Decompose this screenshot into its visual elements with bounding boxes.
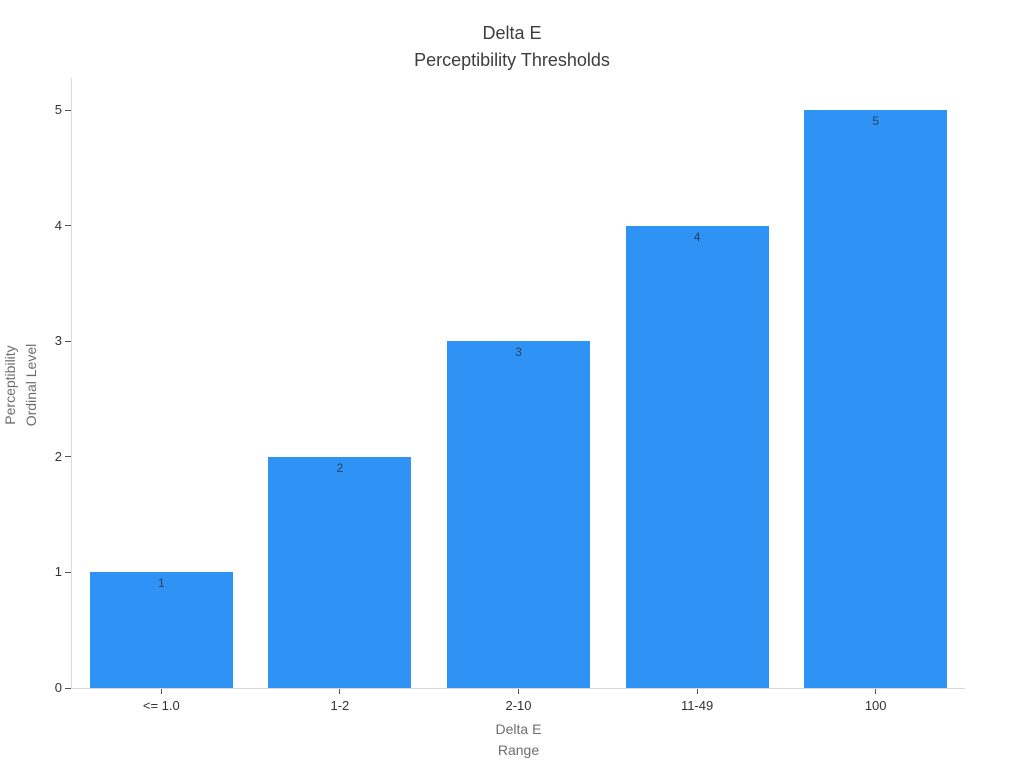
chart-title-line-2: Perceptibility Thresholds	[414, 50, 610, 70]
y-tick-label: 5	[54, 102, 62, 117]
x-tick-label: 100	[864, 698, 887, 713]
y-tick-mark	[65, 340, 71, 342]
x-axis-line	[71, 688, 965, 689]
y-tick-label: 3	[54, 333, 62, 349]
y-axis-line	[71, 78, 72, 689]
bar-value-label: 5	[872, 114, 880, 128]
y-tick-mark	[65, 456, 71, 458]
y-tick-mark	[65, 571, 71, 573]
bar-1[interactable]: 1	[89, 572, 233, 688]
x-axis-title-line-1: Delta E	[495, 721, 542, 737]
bar-4[interactable]: 4	[625, 225, 769, 688]
bar-value-label: 2	[336, 460, 344, 475]
y-tick-label: 4	[54, 217, 62, 233]
bar-5[interactable]: 5	[804, 110, 948, 688]
x-tick-mark	[875, 689, 877, 694]
x-tick-label: 11-49	[680, 698, 714, 713]
bar-value-label: 3	[515, 345, 522, 360]
x-tick-mark	[518, 689, 519, 694]
x-axis-title: Delta E Range	[72, 719, 965, 761]
x-tick-mark	[160, 689, 162, 694]
bar-value-label: 1	[157, 576, 165, 591]
bar-value-label: 4	[693, 229, 701, 244]
y-axis-title-line-2: Ordinal Level	[23, 343, 39, 427]
x-tick-mark	[339, 689, 341, 694]
y-axis-title: Perceptibility Ordinal Level	[0, 225, 44, 545]
chart-title: Delta E Perceptibility Thresholds	[0, 20, 1024, 74]
x-tick-mark	[696, 689, 698, 694]
y-tick-label: 0	[54, 680, 62, 695]
x-tick-label: 2-10	[505, 698, 532, 713]
bar-2[interactable]: 2	[268, 456, 412, 688]
x-tick-label: 1-2	[330, 698, 350, 713]
chart-title-line-1: Delta E	[482, 23, 542, 43]
y-axis-title-line-1: Perceptibility	[2, 345, 18, 425]
y-tick-mark	[65, 225, 71, 227]
bar-3[interactable]: 3	[447, 341, 590, 688]
x-axis-title-line-2: Range	[497, 742, 540, 758]
y-tick-label: 2	[54, 448, 62, 464]
y-tick-mark	[65, 687, 71, 689]
y-tick-label: 1	[54, 564, 62, 580]
x-tick-label: <= 1.0	[142, 698, 180, 713]
y-tick-mark	[65, 109, 71, 111]
